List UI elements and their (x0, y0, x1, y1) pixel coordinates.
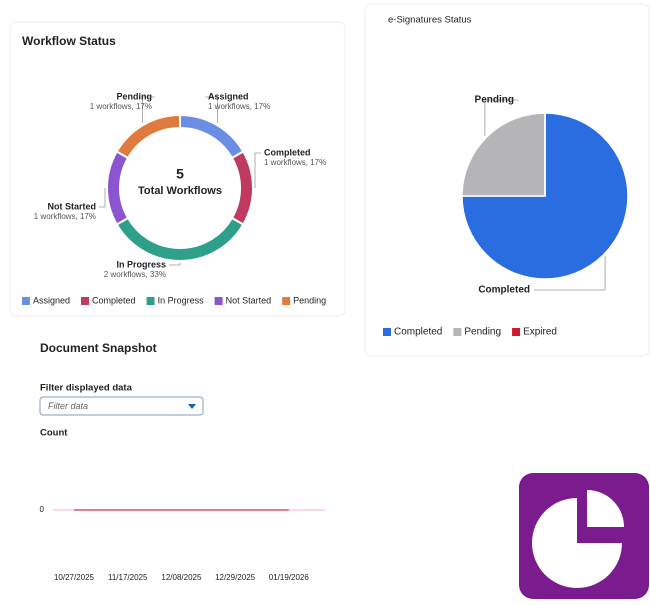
y-tick-label: 0 (40, 505, 45, 514)
y-axis-label: Count (40, 428, 68, 439)
leader-line (99, 188, 106, 208)
slice-value-label: 1 workflows, 17% (90, 102, 152, 111)
slice-label: In Progress (116, 259, 166, 269)
legend-label: Pending (464, 327, 501, 338)
filter-label: Filter displayed data (40, 383, 133, 394)
card-title: Workflow Status (22, 34, 116, 48)
slice-label: Not Started (47, 201, 96, 211)
icon-pie (532, 498, 622, 588)
slice-value-label: 1 workflows, 17% (34, 212, 96, 221)
slice-label: Completed (478, 285, 530, 296)
legend-label: Pending (293, 295, 326, 305)
card (9, 21, 346, 317)
icon-slice (587, 490, 624, 527)
slice-label: Pending (475, 95, 514, 106)
legend-label: Assigned (33, 295, 70, 305)
leader-line (142, 96, 155, 124)
leader-line (205, 96, 218, 124)
legend-swatch (214, 297, 223, 305)
x-tick-label: 12/29/2025 (215, 573, 256, 582)
slice-value-label: 1 workflows, 17% (264, 158, 326, 167)
legend-label: Completed (394, 327, 442, 338)
center-value: 5 (176, 166, 184, 182)
slice-label: Completed (264, 147, 311, 157)
legend-swatch (282, 297, 291, 305)
leader-line (484, 99, 518, 136)
slice-label: Assigned (208, 91, 249, 101)
x-tick-label: 12/08/2025 (161, 573, 202, 582)
dropdown-arrow[interactable] (188, 404, 196, 409)
pie-slice (461, 112, 629, 280)
leader-line (534, 256, 606, 291)
legend-swatch (146, 297, 155, 305)
legend-label: In Progress (158, 295, 205, 305)
center-label: Total Workflows (138, 185, 222, 197)
legend-label: Not Started (226, 295, 272, 305)
card-title: e-Signatures Status (388, 15, 472, 26)
legend-label: Expired (523, 327, 557, 338)
legend-swatch (81, 297, 90, 305)
legend-label: Completed (92, 295, 136, 305)
legend-swatch (453, 328, 462, 336)
slice-value-label: 2 workflows, 33% (104, 270, 166, 279)
x-tick-label: 11/17/2025 (108, 573, 148, 582)
card (22, 330, 326, 592)
legend-swatch (383, 328, 391, 336)
x-tick-label: 10/27/2025 (54, 573, 95, 582)
slice-label: Pending (117, 91, 153, 101)
pie-slice (461, 112, 546, 197)
x-tick-label: 01/19/2026 (269, 573, 310, 582)
filter-placeholder: Filter data (48, 401, 88, 411)
legend-swatch (512, 328, 521, 336)
leader-line (254, 152, 261, 188)
legend-swatch (22, 297, 30, 305)
filter-select[interactable] (39, 396, 204, 416)
slice-value-label: 1 workflows, 17% (208, 102, 270, 111)
leader-line (169, 263, 181, 266)
donut-segment (115, 113, 181, 160)
card-title: Document Snapshot (40, 341, 157, 355)
